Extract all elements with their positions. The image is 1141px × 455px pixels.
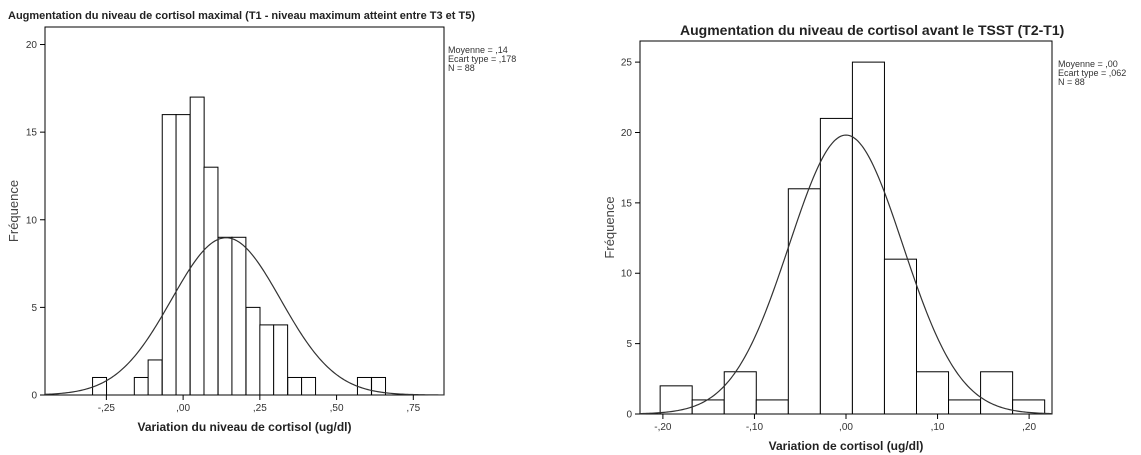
- x-tick-label: -,25: [98, 403, 116, 414]
- y-tick-label: 15: [26, 128, 38, 139]
- histogram-bar: [301, 376, 317, 396]
- stats-box-2: Moyenne = ,00 Ecart type = ,062 N = 88: [1058, 60, 1126, 87]
- y-tick-label: 15: [621, 198, 633, 209]
- histogram-bar: [883, 258, 917, 415]
- x-tick-label: ,10: [931, 422, 945, 433]
- histogram-bar: [273, 324, 289, 396]
- normal-curve: [639, 134, 1053, 415]
- y-tick-label: 10: [26, 215, 38, 226]
- y-axis-title: Fréquence: [602, 196, 617, 258]
- stat-sd-2: Ecart type = ,062: [1058, 68, 1127, 78]
- x-tick-label: ,20: [1022, 422, 1036, 433]
- x-axis-title: Variation du niveau de cortisol (ug/dl): [137, 420, 351, 434]
- y-axis-title: Fréquence: [6, 180, 21, 242]
- stat-mean-1: Moyenne = ,14: [448, 45, 508, 55]
- stat-n-2: N = 88: [1058, 77, 1085, 87]
- y-tick-label: 25: [621, 58, 633, 69]
- histogram-bar: [948, 399, 982, 415]
- histogram-bar: [92, 376, 108, 396]
- y-tick-label: 0: [31, 391, 37, 402]
- stats-box-1: Moyenne = ,14 Ecart type = ,178 N = 88: [448, 46, 516, 73]
- y-tick-label: 20: [26, 40, 38, 51]
- histogram-bar: [787, 188, 821, 415]
- x-tick-label: ,25: [253, 403, 267, 414]
- x-tick-label: ,00: [839, 422, 853, 433]
- y-tick-label: 10: [621, 269, 633, 280]
- histogram-bar: [819, 117, 853, 415]
- histogram-chart-1: 0 5 10 15 20 -,25 ,00 ,25 ,50 ,75 Variation du niv…: [6, 26, 445, 434]
- histogram-bar: [915, 371, 950, 415]
- chart-title-1: Augmentation du niveau de cortisol maxim…: [8, 10, 475, 22]
- x-tick-label: -,20: [654, 422, 672, 433]
- stat-mean-2: Moyenne = ,00: [1058, 59, 1118, 69]
- normal-curve: [44, 237, 444, 396]
- x-tick-label: ,00: [176, 403, 190, 414]
- histogram-bar: [755, 399, 789, 415]
- y-tick-label: 20: [621, 128, 633, 139]
- chart-title-2: Augmentation du niveau de cortisol avant…: [680, 22, 1065, 38]
- y-tick-label: 0: [626, 410, 632, 421]
- histogram-bar: [851, 61, 885, 415]
- y-tick-label: 5: [31, 303, 37, 314]
- x-tick-label: ,75: [406, 403, 420, 414]
- histogram-bar: [691, 399, 725, 415]
- histogram-bar: [659, 385, 693, 415]
- histogram-bar: [723, 371, 757, 415]
- x-tick-label: -,10: [746, 422, 764, 433]
- x-axis-title: Variation de cortisol (ug/dl): [769, 439, 924, 453]
- histogram-bar: [980, 371, 1014, 415]
- stat-sd-1: Ecart type = ,178: [448, 54, 517, 64]
- x-tick-label: ,50: [330, 403, 344, 414]
- y-tick-label: 5: [626, 339, 632, 350]
- stat-n-1: N = 88: [448, 63, 475, 73]
